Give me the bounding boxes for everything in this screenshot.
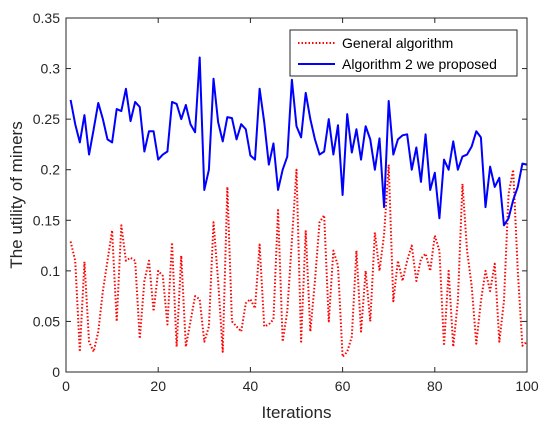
- y-tick-label: 0: [52, 364, 60, 380]
- y-tick-label: 0.35: [33, 10, 60, 26]
- series-line-general-algorithm: [69, 163, 528, 358]
- legend: General algorithm Algorithm 2 we propose…: [289, 29, 518, 77]
- x-tick-label: 100: [515, 378, 539, 394]
- legend-label-general-algorithm: General algorithm: [342, 35, 453, 51]
- legend-box: [289, 29, 518, 77]
- x-axis-label: Iterations: [262, 403, 332, 422]
- y-tick-label: 0.25: [33, 111, 60, 127]
- x-tick-label: 80: [427, 378, 443, 394]
- y-tick-label: 0.15: [33, 212, 60, 228]
- x-tick-label: 60: [335, 378, 351, 394]
- x-tick-label: 0: [62, 378, 70, 394]
- series-layer: [69, 56, 528, 358]
- x-axis: 0 20 40 60 80 100: [62, 18, 539, 394]
- y-tick-label: 0.3: [41, 61, 61, 77]
- y-axis: 0 0.05 0.1 0.15 0.2 0.25 0.3 0.35: [33, 10, 527, 380]
- series-line-algorithm-2: [69, 56, 528, 227]
- plot-frame: [65, 17, 528, 373]
- x-tick-label: 20: [150, 378, 166, 394]
- y-tick-label: 0.2: [41, 162, 61, 178]
- legend-label-algorithm-2: Algorithm 2 we proposed: [342, 56, 497, 72]
- x-tick-label: 40: [243, 378, 259, 394]
- y-tick-label: 0.05: [33, 313, 60, 329]
- y-tick-label: 0.1: [41, 263, 61, 279]
- y-axis-label: The utility of miners: [7, 121, 26, 268]
